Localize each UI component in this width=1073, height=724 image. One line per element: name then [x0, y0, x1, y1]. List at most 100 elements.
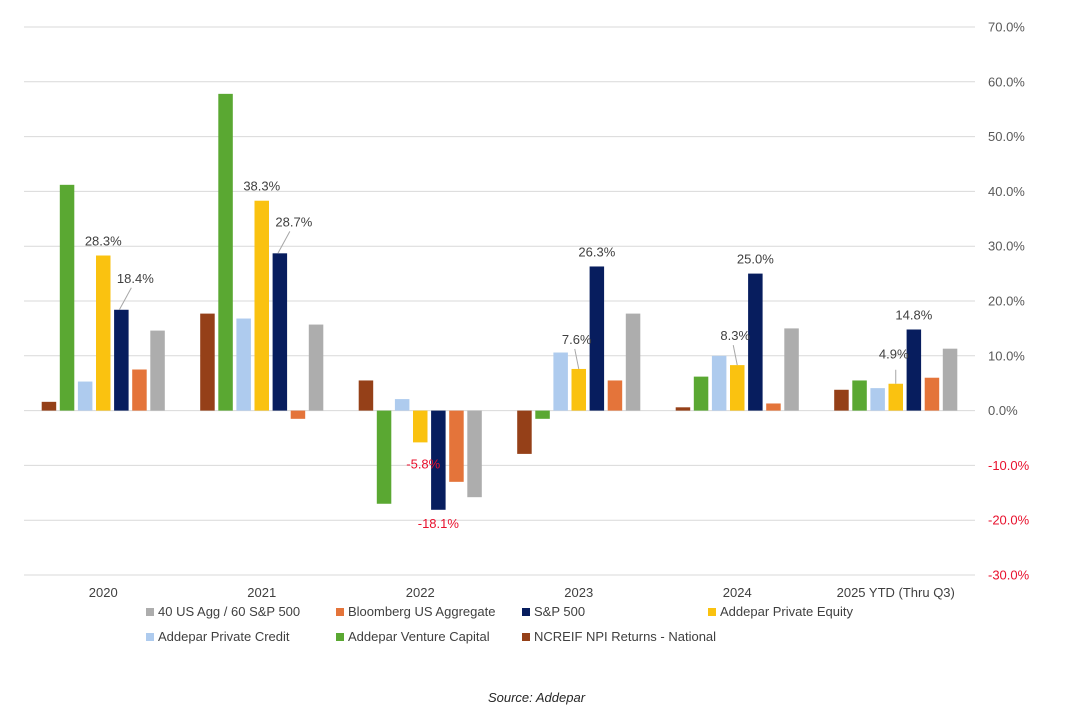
bar-s-p-500	[748, 273, 763, 411]
legend-label: 40 US Agg / 60 S&P 500	[158, 604, 301, 619]
legend-item: 40 US Agg / 60 S&P 500	[146, 604, 300, 619]
bar-addepar-venture-capital	[852, 380, 867, 411]
bar-ncreif-npi-returns-national	[675, 407, 691, 411]
legend-swatch	[146, 607, 154, 616]
y-tick-label: 30.0%	[988, 239, 1025, 254]
x-category-label: 2024	[723, 585, 752, 600]
bar-addepar-private-equity	[254, 200, 269, 411]
bar-addepar-venture-capital	[535, 410, 550, 419]
y-axis-ticks: 70.0% 60.0% 50.0% 40.0% 30.0% 20.0% 10.0% 0.0% -…	[988, 20, 1030, 583]
bars	[41, 93, 958, 510]
data-label: 4.9%	[879, 347, 909, 362]
bar-addepar-private-equity	[730, 365, 745, 411]
x-category-label: 2020	[89, 585, 118, 600]
bar-addepar-private-credit	[236, 318, 251, 411]
y-tick-label: 60.0%	[988, 74, 1025, 89]
bar-addepar-private-equity	[413, 410, 428, 443]
legend-label: Bloomberg US Aggregate	[348, 604, 496, 619]
legend-swatch	[522, 607, 530, 616]
bar-bloomberg-us-aggregate	[449, 410, 464, 482]
legend-label: Addepar Private Credit	[158, 629, 290, 644]
legend-swatch	[336, 632, 344, 641]
bar-s-p-500	[114, 309, 129, 411]
bar-bloomberg-us-aggregate	[766, 403, 781, 411]
bar-bloomberg-us-aggregate	[607, 380, 623, 411]
bar-addepar-private-credit	[870, 388, 885, 411]
x-category-label: 2021	[247, 585, 276, 600]
legend-item: Addepar Private Credit	[146, 629, 290, 644]
legend-swatch	[708, 607, 716, 616]
legend-swatch	[522, 632, 530, 641]
bar-addepar-private-credit	[553, 352, 568, 411]
bar-addepar-venture-capital	[693, 376, 709, 411]
y-tick-label: 10.0%	[988, 348, 1025, 363]
y-tick-label: 50.0%	[988, 129, 1025, 144]
x-category-label: 2025 YTD (Thru Q3)	[837, 585, 955, 600]
data-label: -5.8%	[406, 456, 440, 471]
bar-ncreif-npi-returns-national	[834, 389, 849, 411]
legend-item: Bloomberg US Aggregate	[336, 604, 495, 619]
bar-addepar-venture-capital	[376, 410, 392, 504]
legend-swatch	[336, 607, 344, 616]
legend-item: Addepar Private Equity	[708, 604, 853, 619]
bar-s-p-500	[589, 266, 605, 411]
y-tick-label: -10.0%	[988, 458, 1030, 473]
x-category-label: 2022	[406, 585, 435, 600]
legend-label: Addepar Venture Capital	[348, 629, 490, 644]
data-label: 28.3%	[85, 234, 122, 249]
bar-addepar-private-equity	[888, 383, 903, 411]
data-label: 28.7%	[275, 214, 312, 229]
data-labels: 28.3% 38.3% -5.8% 7.6% 8.3% 4.9% 18.4% 28.7% -18…	[85, 179, 933, 531]
bar-s-p-500	[272, 253, 288, 411]
data-label: 14.8%	[895, 307, 932, 322]
bar-bloomberg-us-aggregate	[924, 377, 940, 411]
bar-s-p-500	[906, 329, 922, 411]
bar-ncreif-npi-returns-national	[41, 401, 57, 411]
bar-40-us-agg-60-s-p-500	[625, 313, 641, 411]
data-label: -18.1%	[418, 516, 460, 531]
bar-addepar-private-equity	[96, 255, 111, 411]
leader-line	[277, 231, 291, 254]
legend-label: Addepar Private Equity	[720, 604, 853, 619]
legend-item: Addepar Venture Capital	[336, 629, 490, 644]
source-note: Source: Addepar	[487, 690, 586, 705]
label-leader-lines	[118, 231, 897, 384]
bar-s-p-500	[431, 410, 446, 510]
legend-swatch	[146, 632, 154, 641]
bar-ncreif-npi-returns-national	[517, 410, 532, 454]
data-label: 7.6%	[562, 332, 592, 347]
bar-addepar-private-credit	[711, 355, 727, 411]
legend-item: S&P 500	[522, 604, 585, 619]
bar-addepar-private-equity	[571, 368, 586, 411]
bar-40-us-agg-60-s-p-500	[150, 330, 165, 411]
data-label: 38.3%	[243, 179, 280, 194]
bar-40-us-agg-60-s-p-500	[308, 324, 324, 411]
bar-chart: 28.3% 38.3% -5.8% 7.6% 8.3% 4.9% 18.4% 28.7% -18…	[24, 20, 1030, 600]
data-label: 18.4%	[117, 271, 154, 286]
x-category-label: 2023	[564, 585, 593, 600]
y-tick-label: -20.0%	[988, 513, 1030, 528]
y-tick-label: 20.0%	[988, 294, 1025, 309]
bar-40-us-agg-60-s-p-500	[942, 348, 958, 411]
x-axis-categories: 2020 2021 2022 2023 2024 2025 YTD (Thru Q3)	[89, 585, 955, 600]
y-tick-label: 0.0%	[988, 403, 1018, 418]
bar-ncreif-npi-returns-national	[358, 380, 374, 411]
bar-40-us-agg-60-s-p-500	[784, 328, 799, 411]
data-label: 8.3%	[720, 328, 750, 343]
y-tick-label: 70.0%	[988, 20, 1025, 35]
bar-bloomberg-us-aggregate	[290, 410, 306, 419]
y-tick-label: 40.0%	[988, 184, 1025, 199]
leader-line	[732, 345, 738, 366]
leader-line	[118, 287, 132, 311]
bar-bloomberg-us-aggregate	[132, 369, 147, 411]
leader-line	[574, 348, 580, 370]
legend-label: NCREIF NPI Returns - National	[534, 629, 717, 644]
legend-label: S&P 500	[534, 604, 586, 619]
gridlines	[24, 26, 975, 576]
bar-addepar-private-credit	[77, 381, 93, 411]
bar-ncreif-npi-returns-national	[200, 313, 215, 411]
data-label: 25.0%	[737, 252, 774, 267]
bar-addepar-private-credit	[394, 399, 410, 411]
bar-40-us-agg-60-s-p-500	[467, 410, 482, 498]
data-label: 26.3%	[578, 244, 615, 259]
